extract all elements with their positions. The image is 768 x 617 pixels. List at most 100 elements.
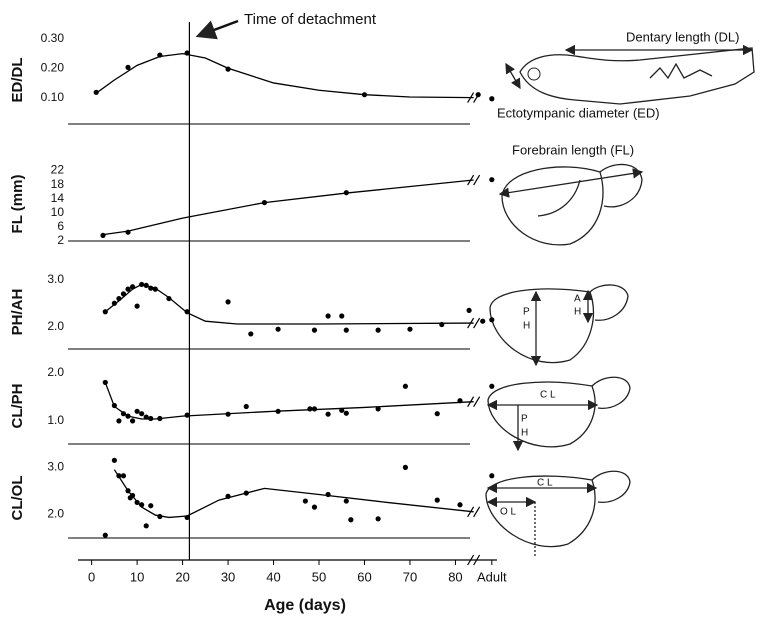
y-tick-label: 0.30 — [41, 31, 65, 45]
data-point — [248, 331, 254, 337]
fit-curve — [113, 469, 474, 519]
x-tick-label: Adult — [477, 569, 507, 584]
y-tick-label: 0.10 — [41, 90, 65, 104]
data-point — [120, 473, 127, 479]
axis-break — [473, 317, 481, 329]
axis-break — [473, 506, 481, 518]
data-point — [343, 410, 349, 416]
x-tick-label: 70 — [403, 569, 417, 584]
data-point — [125, 286, 131, 292]
illustration-label: C L — [540, 390, 556, 401]
illustration-label: H — [574, 307, 581, 318]
y-tick-label: 14 — [51, 191, 65, 205]
data-point — [139, 411, 145, 417]
data-point — [434, 497, 440, 503]
data-point — [111, 300, 117, 306]
fl-arrow — [498, 168, 644, 198]
y-tick-label: 18 — [51, 177, 65, 191]
axis-break — [473, 396, 481, 407]
data-point — [116, 418, 122, 424]
data-point — [311, 504, 318, 510]
data-point — [125, 64, 131, 70]
data-point — [375, 406, 381, 412]
data-point — [343, 498, 349, 504]
data-point — [466, 307, 472, 313]
axis-break — [467, 506, 475, 518]
y-axis-title: CL/OL — [9, 476, 26, 521]
y-tick-label: 1.0 — [47, 413, 64, 427]
y-tick-label: 22 — [51, 163, 65, 177]
x-tick-label: 20 — [175, 569, 189, 584]
annotation-arrow — [195, 19, 239, 40]
data-point — [480, 318, 486, 324]
illustration-label: H — [521, 428, 528, 439]
y-tick-label: 3.0 — [47, 460, 64, 474]
y-axis-title: ED/DL — [9, 58, 26, 103]
brain-drawing — [485, 475, 596, 548]
data-point — [311, 327, 318, 333]
data-point — [102, 532, 108, 538]
data-point — [143, 523, 149, 529]
data-point — [148, 503, 154, 509]
data-point — [407, 326, 413, 332]
data-point — [343, 327, 349, 333]
data-point — [129, 418, 136, 424]
data-point — [93, 89, 99, 95]
ectotympanic — [527, 67, 541, 81]
illustration-label: A — [574, 294, 581, 305]
brain-drawing — [591, 470, 631, 503]
x-tick-label: 60 — [357, 569, 371, 584]
teeth-drawing — [649, 62, 713, 80]
axis-break — [467, 317, 475, 329]
x-tick-label: 0 — [88, 569, 95, 584]
y-axis-title: PH/AH — [9, 289, 26, 336]
y-tick-label: 2.0 — [47, 319, 64, 333]
y-tick-label: 0.20 — [41, 60, 65, 74]
data-point — [348, 517, 354, 523]
fit-curve — [104, 283, 474, 325]
data-point — [111, 457, 117, 463]
axis-break — [473, 92, 481, 103]
data-point — [457, 502, 463, 508]
y-axis-title: FL (mm) — [9, 175, 26, 234]
data-point — [375, 327, 381, 333]
y-tick-label: 3.0 — [47, 272, 64, 286]
illustration-label: O L — [500, 507, 517, 518]
data-point — [489, 96, 495, 102]
brain-drawing — [487, 381, 596, 448]
data-point — [489, 317, 495, 323]
axis-break — [473, 554, 481, 566]
axis-break — [473, 174, 481, 186]
illustration-label: Forebrain length (FL) — [512, 142, 634, 157]
brain-drawing — [501, 166, 604, 246]
illustration-label: C L — [537, 478, 553, 489]
brain-drawing — [589, 284, 629, 321]
x-tick-label: 40 — [266, 569, 280, 584]
illustration-label: H — [523, 321, 530, 332]
data-point — [402, 464, 409, 470]
skull-drawing — [519, 47, 755, 105]
x-tick-label: 30 — [221, 569, 235, 584]
fit-curve — [102, 179, 474, 236]
data-point — [275, 326, 281, 332]
data-point — [243, 403, 249, 410]
illustration-label: Dentary length (DL) — [626, 29, 739, 44]
data-point — [434, 411, 440, 417]
y-tick-label: 6 — [57, 219, 64, 233]
ed-arrow — [505, 62, 521, 90]
annotation-text: Time of detachment — [244, 11, 377, 28]
data-point — [307, 406, 313, 412]
x-axis-title: Age (days) — [264, 597, 346, 614]
axis-break — [467, 174, 475, 186]
x-tick-label: 80 — [448, 569, 462, 584]
y-tick-label: 2.0 — [47, 506, 64, 520]
brain-drawing — [489, 288, 595, 364]
data-point — [339, 313, 345, 319]
fit-curve — [104, 382, 474, 420]
axis-break — [467, 92, 475, 103]
data-point — [302, 498, 308, 504]
y-axis-title: CL/PH — [9, 384, 26, 429]
illustration-label: P — [521, 414, 528, 425]
illustration-label: P — [523, 307, 530, 318]
